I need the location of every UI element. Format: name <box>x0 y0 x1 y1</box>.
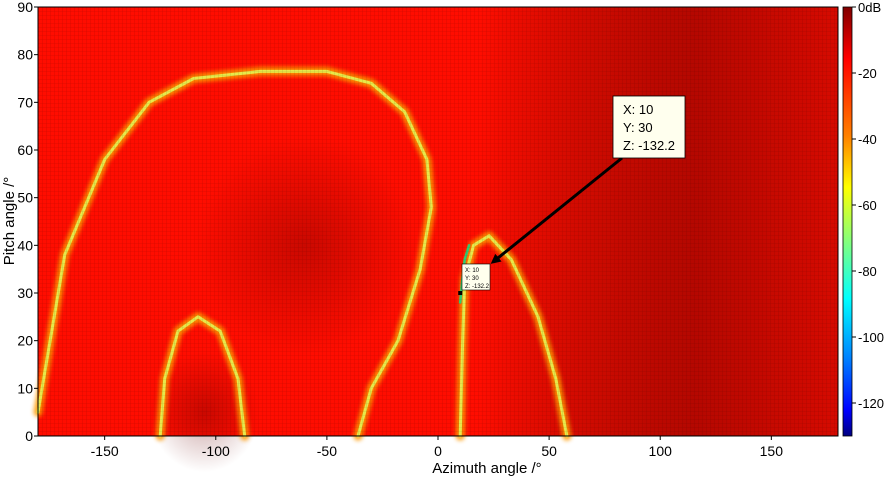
x-tick-label: 50 <box>541 443 557 459</box>
x-tick-label: -50 <box>317 443 337 459</box>
x-tick-label: 150 <box>760 443 784 459</box>
datatip-large-y: Y: 30 <box>623 120 653 135</box>
datatip-large-x: X: 10 <box>623 102 653 117</box>
x-tick-label: -100 <box>202 443 230 459</box>
colorbar-gradient <box>842 6 853 437</box>
y-tick-label: 40 <box>17 237 33 253</box>
datatip-small-x: X: 10 <box>465 268 480 274</box>
colorbar-tick-label: -60 <box>858 198 877 213</box>
heatmap-cell-grid <box>38 7 838 436</box>
y-axis: 0 10 20 30 40 50 60 70 80 90 <box>17 0 38 444</box>
colorbar-tick-label: -40 <box>858 132 877 147</box>
datatip-small-z: Z: -132.2 <box>465 284 490 290</box>
datatip-large-box <box>612 95 686 159</box>
x-tick-label: 0 <box>434 443 442 459</box>
datatip-arrow <box>490 156 623 264</box>
colorbar-tick-label: 0dB <box>858 0 881 15</box>
colorbar: 0dB -20 -40 -60 -80 -100 -120 <box>842 0 884 437</box>
datatip-small-box <box>461 263 491 291</box>
y-tick-label: 80 <box>17 47 33 63</box>
y-tick-label: 70 <box>17 94 33 110</box>
datatip-small-y: Y: 30 <box>465 276 479 282</box>
datatip-small[interactable]: X: 10 Y: 30 Z: -132.2 <box>461 263 491 291</box>
colorbar-tick-label: -80 <box>858 264 877 279</box>
colorbar-tick-label: -20 <box>858 66 877 81</box>
x-tick-label: -150 <box>91 443 119 459</box>
y-tick-label: 30 <box>17 285 33 301</box>
x-axis: -150 -100 -50 0 50 100 150 <box>91 436 784 459</box>
y-tick-label: 10 <box>17 380 33 396</box>
y-axis-label: Pitch angle /° <box>1 177 18 266</box>
colorbar-tick-label: -120 <box>858 396 884 411</box>
x-tick-label: 100 <box>649 443 673 459</box>
y-tick-label: 50 <box>17 190 33 206</box>
y-tick-label: 90 <box>17 0 33 15</box>
y-tick-label: 20 <box>17 333 33 349</box>
colorbar-tick-label: -100 <box>858 330 884 345</box>
datatip-large-z: Z: -132.2 <box>623 138 675 153</box>
y-tick-label: 60 <box>17 142 33 158</box>
datatip-large[interactable]: X: 10 Y: 30 Z: -132.2 <box>490 95 686 264</box>
x-axis-label: Azimuth angle /° <box>432 460 541 477</box>
y-tick-label: 0 <box>25 428 33 444</box>
plot-area <box>33 6 839 473</box>
